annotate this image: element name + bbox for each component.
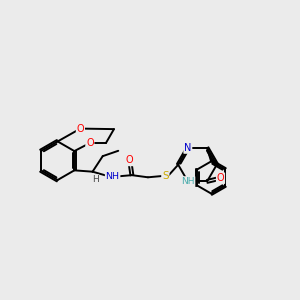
Text: S: S: [162, 171, 169, 181]
Text: N: N: [184, 143, 191, 153]
Text: O: O: [76, 124, 84, 134]
Text: NH: NH: [106, 172, 120, 181]
Text: H: H: [92, 175, 99, 184]
Text: O: O: [86, 138, 94, 148]
Text: O: O: [126, 155, 134, 165]
Text: O: O: [217, 173, 224, 183]
Text: NH: NH: [181, 177, 195, 186]
